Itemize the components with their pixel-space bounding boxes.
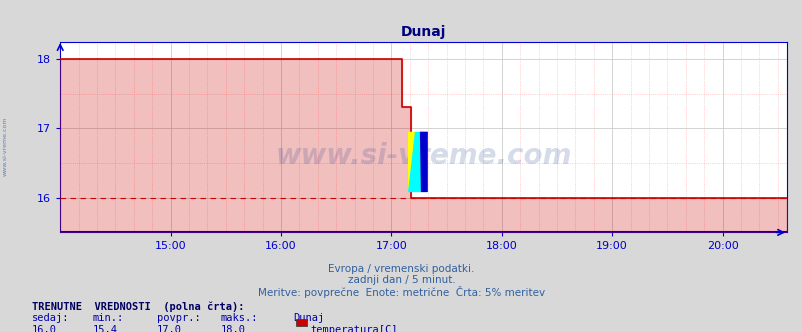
Polygon shape xyxy=(407,132,416,192)
Text: temperatura[C]: temperatura[C] xyxy=(310,325,398,332)
Text: maks.:: maks.: xyxy=(221,313,258,323)
Polygon shape xyxy=(419,132,427,192)
Title: Dunaj: Dunaj xyxy=(400,25,446,39)
Text: Meritve: povprečne  Enote: metrične  Črta: 5% meritev: Meritve: povprečne Enote: metrične Črta:… xyxy=(257,286,545,298)
Text: zadnji dan / 5 minut.: zadnji dan / 5 minut. xyxy=(347,275,455,285)
Text: 16,0: 16,0 xyxy=(32,325,57,332)
Text: min.:: min.: xyxy=(92,313,124,323)
Text: 15,4: 15,4 xyxy=(92,325,117,332)
Text: 17,0: 17,0 xyxy=(156,325,181,332)
Text: www.si-vreme.com: www.si-vreme.com xyxy=(3,116,8,176)
Text: povpr.:: povpr.: xyxy=(156,313,200,323)
Polygon shape xyxy=(407,132,427,192)
Text: Dunaj: Dunaj xyxy=(293,313,324,323)
Text: 18,0: 18,0 xyxy=(221,325,245,332)
Text: sedaj:: sedaj: xyxy=(32,313,70,323)
Text: www.si-vreme.com: www.si-vreme.com xyxy=(275,142,571,170)
Text: TRENUTNE  VREDNOSTI  (polna črta):: TRENUTNE VREDNOSTI (polna črta): xyxy=(32,301,245,312)
Text: Evropa / vremenski podatki.: Evropa / vremenski podatki. xyxy=(328,264,474,274)
